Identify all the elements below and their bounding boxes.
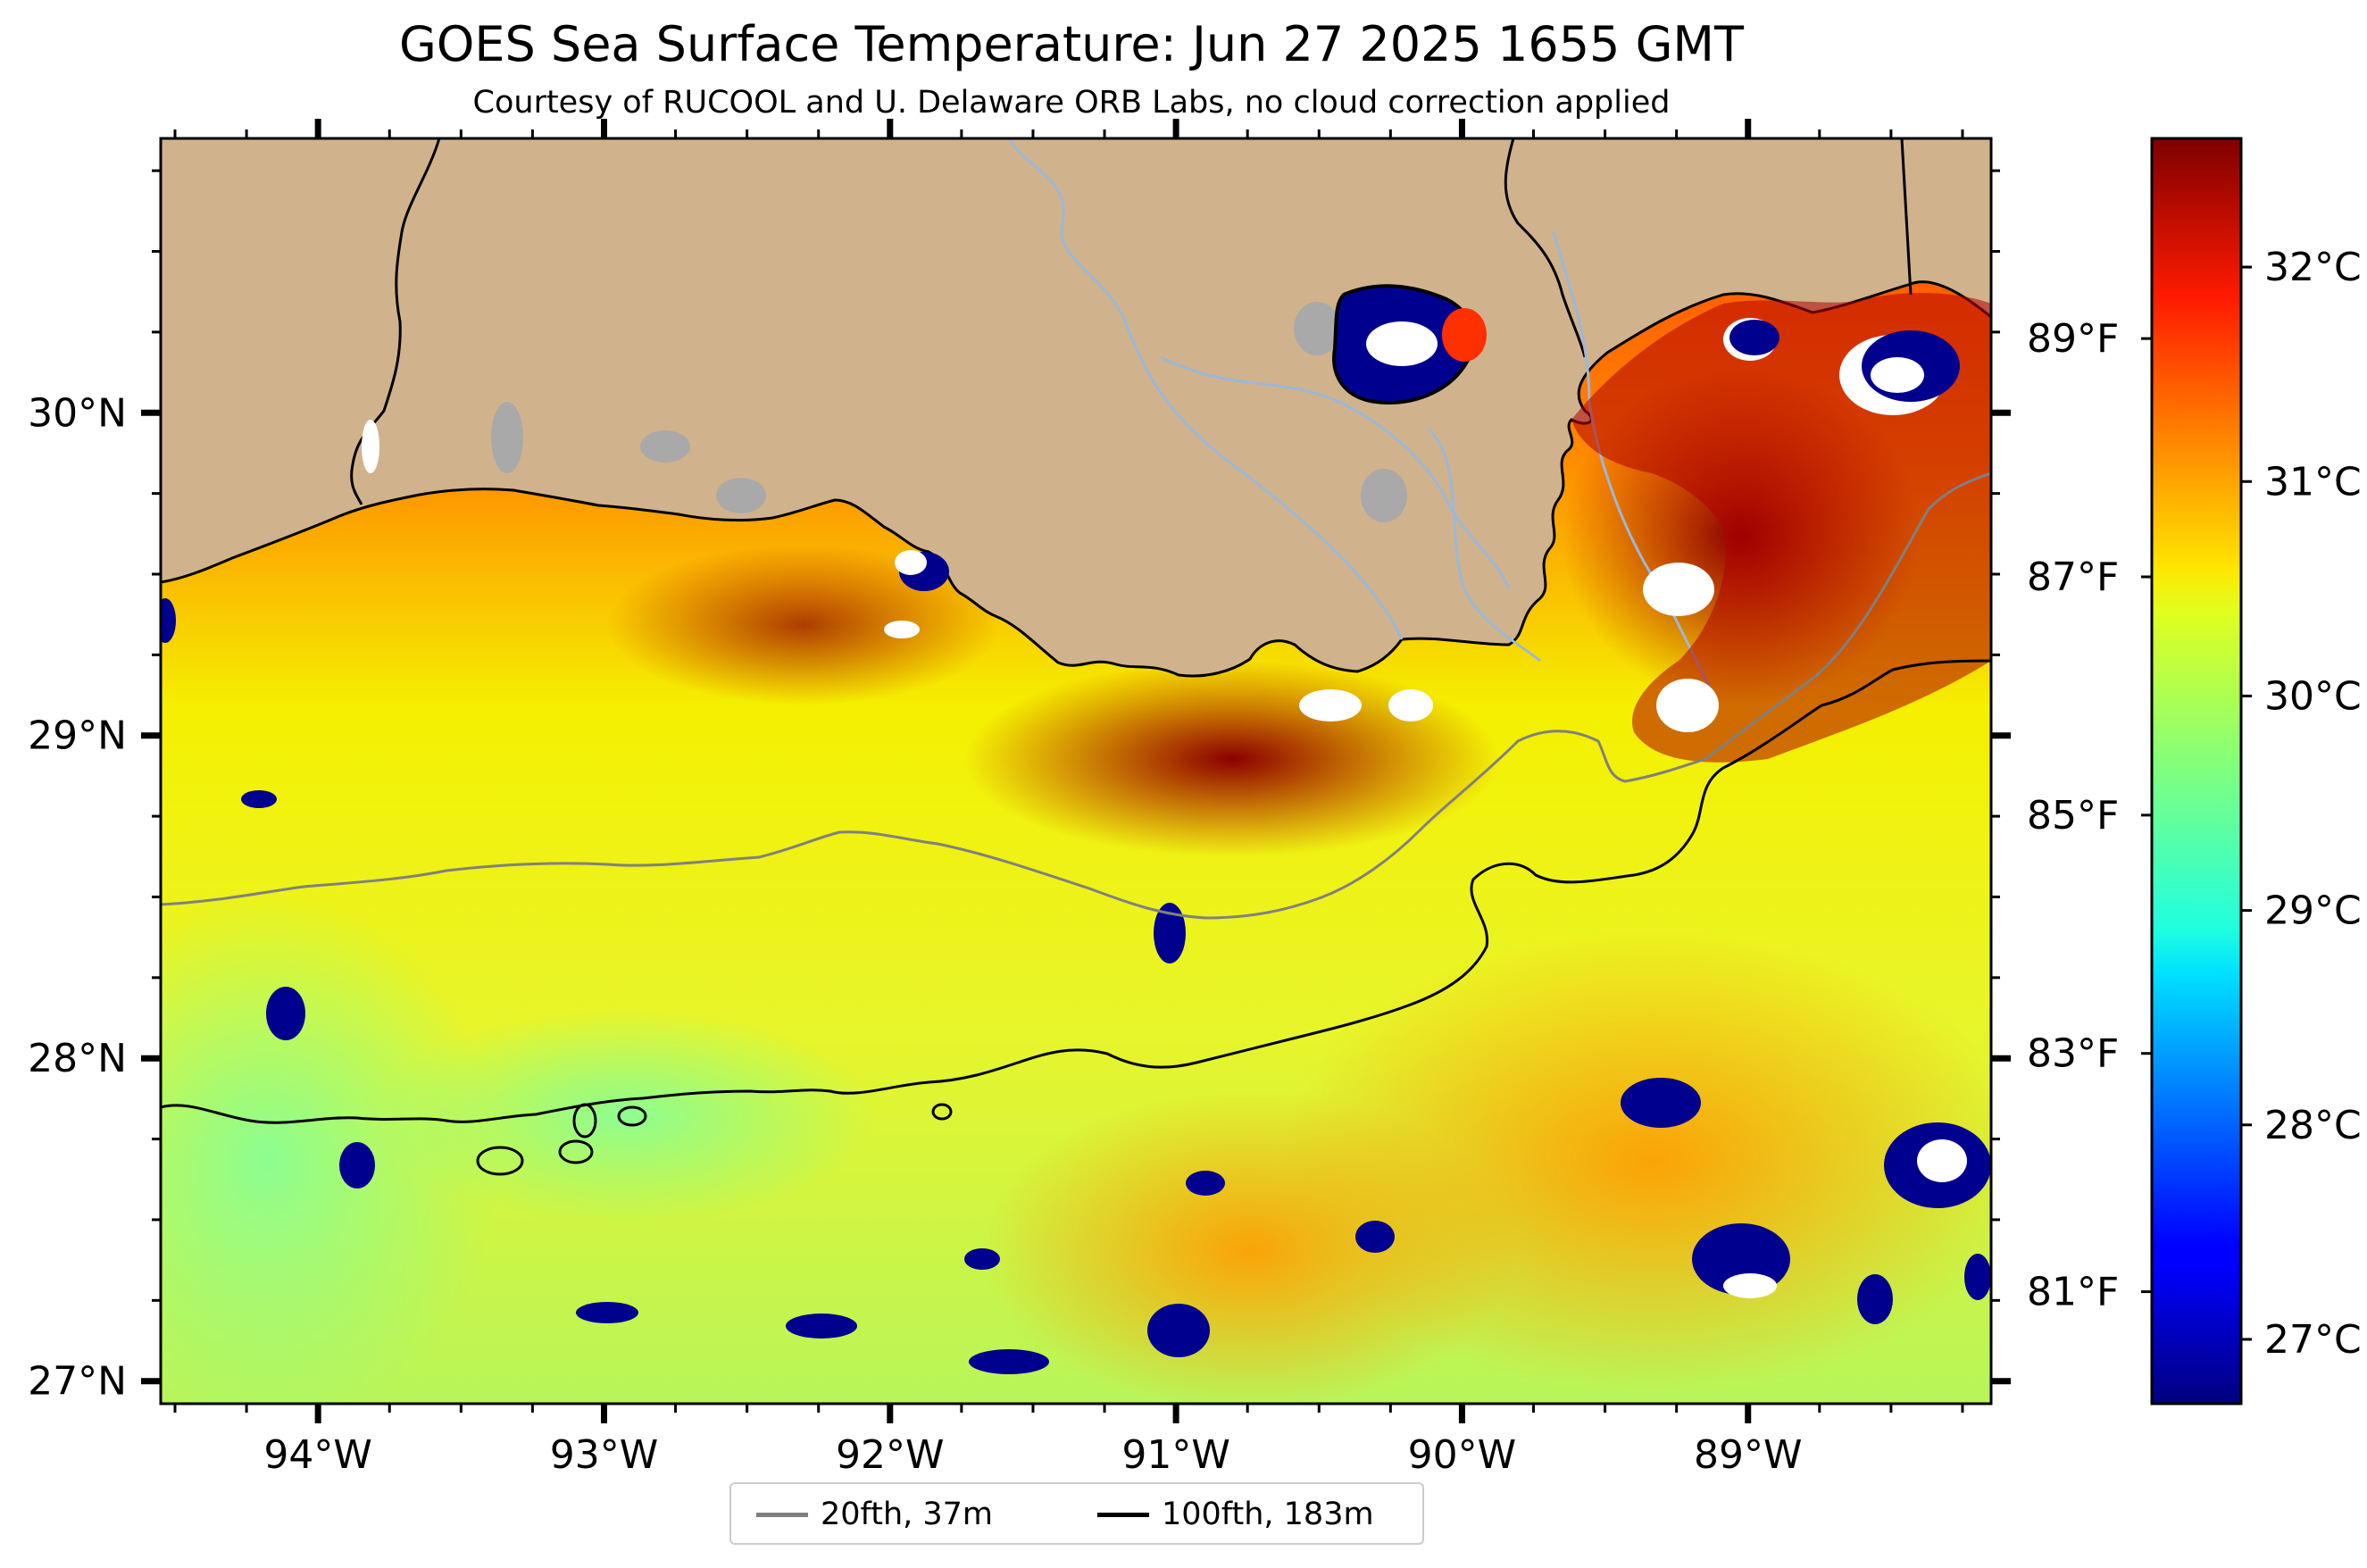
coastline bbox=[161, 280, 1991, 678]
legend-label-20fth: 20fth, 37m bbox=[821, 1497, 994, 1532]
colorbar-celsius-ticks: 27°C 28°C 29°C 30°C 31°C 32°C bbox=[2241, 245, 2362, 1363]
colorbar-celsius-label: 27°C bbox=[2264, 1317, 2362, 1363]
sst-cool-region bbox=[161, 893, 500, 1404]
colorbar-fahrenheit-label: 89°F bbox=[2027, 316, 2119, 362]
state-border-tx-la bbox=[350, 138, 441, 505]
legend-label-100fth: 100fth, 183m bbox=[1162, 1497, 1374, 1532]
legend-item-100fth: 100fth, 183m bbox=[1097, 1495, 1374, 1534]
lon-tick-label: 89°W bbox=[1694, 1432, 1803, 1478]
lon-tick-label: 91°W bbox=[1121, 1432, 1230, 1478]
colorbar-fahrenheit-ticks: 81°F 83°F 85°F 87°F 89°F bbox=[2027, 316, 2152, 1315]
lake-no-data bbox=[1366, 321, 1438, 366]
lon-tick-label: 93°W bbox=[550, 1432, 659, 1478]
lake-warm-edge bbox=[1442, 308, 1487, 362]
lakes bbox=[491, 302, 1407, 522]
lon-tick-label: 92°W bbox=[836, 1432, 945, 1478]
sst-warm-region bbox=[982, 1089, 1518, 1404]
longitude-ticks: 94°W 93°W 92°W 91°W 90°W 89°W bbox=[173, 119, 1964, 1478]
lon-tick-label: 90°W bbox=[1408, 1432, 1517, 1478]
lat-tick-label: 27°N bbox=[28, 1359, 127, 1405]
colorbar-fahrenheit-label: 85°F bbox=[2027, 793, 2119, 838]
lat-tick-label: 29°N bbox=[28, 713, 127, 759]
sst-hot-region bbox=[607, 545, 1000, 705]
map-subtitle: Courtesy of RUCOOL and U. Delaware ORB L… bbox=[472, 85, 1671, 121]
legend-swatch-100fth bbox=[1097, 1512, 1149, 1517]
isobath-20fth bbox=[161, 471, 1991, 920]
colorbar-celsius-label: 31°C bbox=[2264, 459, 2362, 505]
colorbar-celsius-label: 30°C bbox=[2264, 673, 2362, 719]
map-frame bbox=[159, 137, 1993, 1405]
isobath-100fth bbox=[161, 659, 1991, 1124]
land-mass bbox=[161, 138, 1991, 677]
delta-no-data bbox=[1871, 357, 1924, 393]
colorbar-celsius-label: 32°C bbox=[2264, 245, 2362, 290]
rivers bbox=[1007, 138, 1716, 697]
map-plot-area bbox=[161, 138, 1991, 1404]
lon-tick-label: 94°W bbox=[263, 1432, 372, 1478]
colorbar-celsius-label: 28°C bbox=[2264, 1103, 2362, 1148]
latitude-ticks: 27°N 28°N 29°N 30°N bbox=[28, 169, 2011, 1405]
sst-hot-region bbox=[964, 661, 1500, 857]
colorbar bbox=[2150, 137, 2243, 1405]
colorbar-fahrenheit-label: 83°F bbox=[2027, 1031, 2119, 1077]
coastal-no-data bbox=[362, 420, 1433, 721]
coastal-no-data bbox=[895, 550, 927, 575]
colorbar-fahrenheit-label: 87°F bbox=[2027, 555, 2119, 600]
lat-tick-label: 30°N bbox=[28, 390, 127, 436]
state-border-ms-al bbox=[1900, 138, 1913, 296]
colorbar-fahrenheit-label: 81°F bbox=[2027, 1270, 2119, 1315]
sst-cool-region bbox=[375, 1009, 875, 1223]
legend-item-20fth: 20fth, 37m bbox=[756, 1495, 993, 1534]
state-border-la-ms bbox=[1504, 138, 1587, 358]
no-data-patches bbox=[1723, 1139, 1967, 1298]
map-title: GOES Sea Surface Temperature: Jun 27 202… bbox=[399, 16, 1744, 72]
offshore-banks bbox=[476, 1103, 953, 1176]
colorbar-celsius-label: 29°C bbox=[2264, 888, 2362, 934]
lat-tick-label: 28°N bbox=[28, 1036, 127, 1081]
isobath-legend: 20fth, 37m 100fth, 183m bbox=[729, 1482, 1424, 1545]
legend-swatch-20fth bbox=[756, 1512, 808, 1517]
